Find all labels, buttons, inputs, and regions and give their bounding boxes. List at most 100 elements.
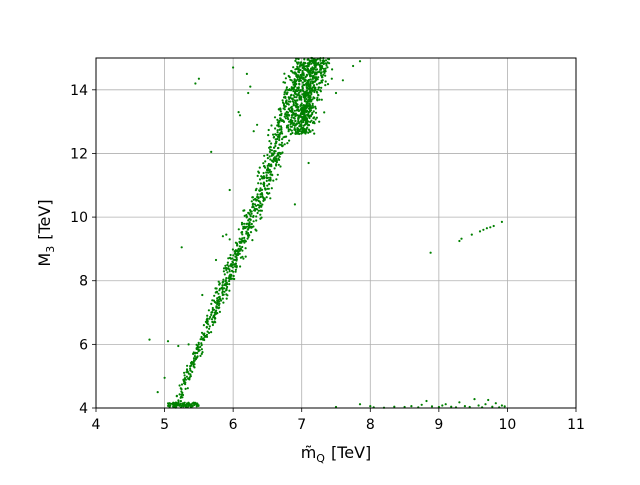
scatter-point: [256, 193, 259, 196]
scatter-point: [297, 86, 300, 89]
scatter-point: [263, 185, 266, 188]
scatter-point: [265, 174, 268, 177]
scatter-point: [183, 371, 186, 374]
scatter-point: [311, 68, 314, 71]
scatter-point: [177, 401, 180, 404]
scatter-point: [180, 390, 183, 393]
scatter-point: [306, 101, 309, 104]
y-tick-label: 10: [70, 210, 88, 226]
scatter-point: [211, 323, 214, 327]
scatter-point: [287, 113, 290, 117]
scatter-point: [261, 177, 264, 180]
scatter-point: [306, 86, 309, 89]
scatter-point: [295, 106, 298, 109]
y-tick-label: 4: [79, 401, 88, 417]
scatter-point: [253, 203, 257, 206]
x-axis-label-subscript: Q: [316, 452, 325, 465]
scatter-point: [232, 66, 235, 69]
scatter-point: [195, 343, 198, 346]
scatter-point: [301, 109, 304, 112]
scatter-point: [274, 142, 278, 145]
scatter-point: [260, 204, 263, 208]
scatter-point: [216, 297, 219, 300]
scatter-point: [251, 239, 254, 242]
scatter-point: [268, 176, 272, 179]
scatter-point: [265, 168, 269, 172]
scatter-point: [314, 86, 317, 89]
scatter-point: [309, 120, 312, 124]
scatter-point: [228, 289, 231, 292]
scatter-point: [270, 163, 273, 166]
y-tick-label: 6: [79, 337, 88, 353]
scatter-point: [279, 125, 283, 128]
scatter-point: [256, 195, 259, 198]
scatter-point: [238, 252, 241, 255]
scatter-point: [308, 74, 312, 77]
scatter-point: [207, 309, 210, 312]
scatter-point: [231, 248, 234, 251]
scatter-point: [307, 100, 310, 103]
scatter-point: [180, 383, 184, 386]
scatter-point: [298, 71, 301, 74]
scatter-point: [293, 96, 296, 99]
scatter-point: [259, 213, 262, 216]
scatter-point: [246, 237, 249, 240]
scatter-point: [276, 129, 279, 132]
scatter-point: [243, 236, 246, 239]
scatter-point: [249, 209, 252, 212]
scatter-point: [301, 69, 304, 73]
scatter-point: [287, 100, 290, 103]
scatter-point: [178, 384, 181, 387]
scatter-point: [199, 354, 202, 357]
scatter-point: [444, 403, 447, 406]
scatter-point: [237, 111, 240, 114]
scatter-point: [217, 307, 220, 310]
scatter-point: [295, 82, 298, 86]
scatter-point: [235, 256, 238, 259]
scatter-point: [260, 175, 263, 178]
scatter-point: [255, 229, 258, 232]
scatter-point: [268, 150, 271, 153]
scatter-point: [240, 223, 244, 226]
scatter-point: [273, 116, 277, 119]
scatter-point: [263, 182, 266, 185]
scatter-point: [305, 73, 308, 76]
scatter-point: [223, 290, 226, 293]
scatter-point: [204, 320, 207, 323]
scatter-point: [303, 61, 306, 64]
scatter-point: [241, 230, 244, 234]
scatter-point: [247, 232, 250, 235]
scatter-point: [228, 283, 231, 286]
scatter-point: [241, 237, 244, 240]
scatter-point: [219, 298, 222, 301]
scatter-point: [239, 265, 242, 268]
scatter-point: [460, 237, 463, 240]
scatter-point: [183, 377, 187, 380]
scatter-point: [302, 120, 305, 124]
scatter-point: [259, 189, 262, 192]
scatter-point: [393, 405, 396, 408]
scatter-point: [209, 315, 212, 319]
scatter-point: [191, 402, 194, 405]
scatter-point: [200, 343, 203, 347]
scatter-point: [503, 405, 506, 408]
scatter-point: [303, 128, 306, 131]
scatter-point: [202, 324, 205, 327]
scatter-point: [225, 288, 228, 292]
scatter-point: [183, 382, 186, 385]
scatter-point: [228, 268, 231, 271]
scatter-point: [291, 100, 294, 103]
scatter-point: [256, 211, 259, 215]
scatter-point: [300, 102, 303, 105]
x-tick-label: 11: [567, 417, 585, 433]
scatter-point: [299, 104, 302, 107]
scatter-point: [308, 106, 311, 109]
y-axis-label-base: M: [35, 253, 54, 267]
scatter-point: [148, 338, 151, 341]
scatter-point: [358, 403, 362, 406]
scatter-point: [316, 96, 319, 99]
scatter-point: [175, 401, 178, 404]
scatter-point: [194, 82, 197, 85]
scatter-point: [236, 244, 239, 247]
scatter-point: [250, 222, 253, 226]
